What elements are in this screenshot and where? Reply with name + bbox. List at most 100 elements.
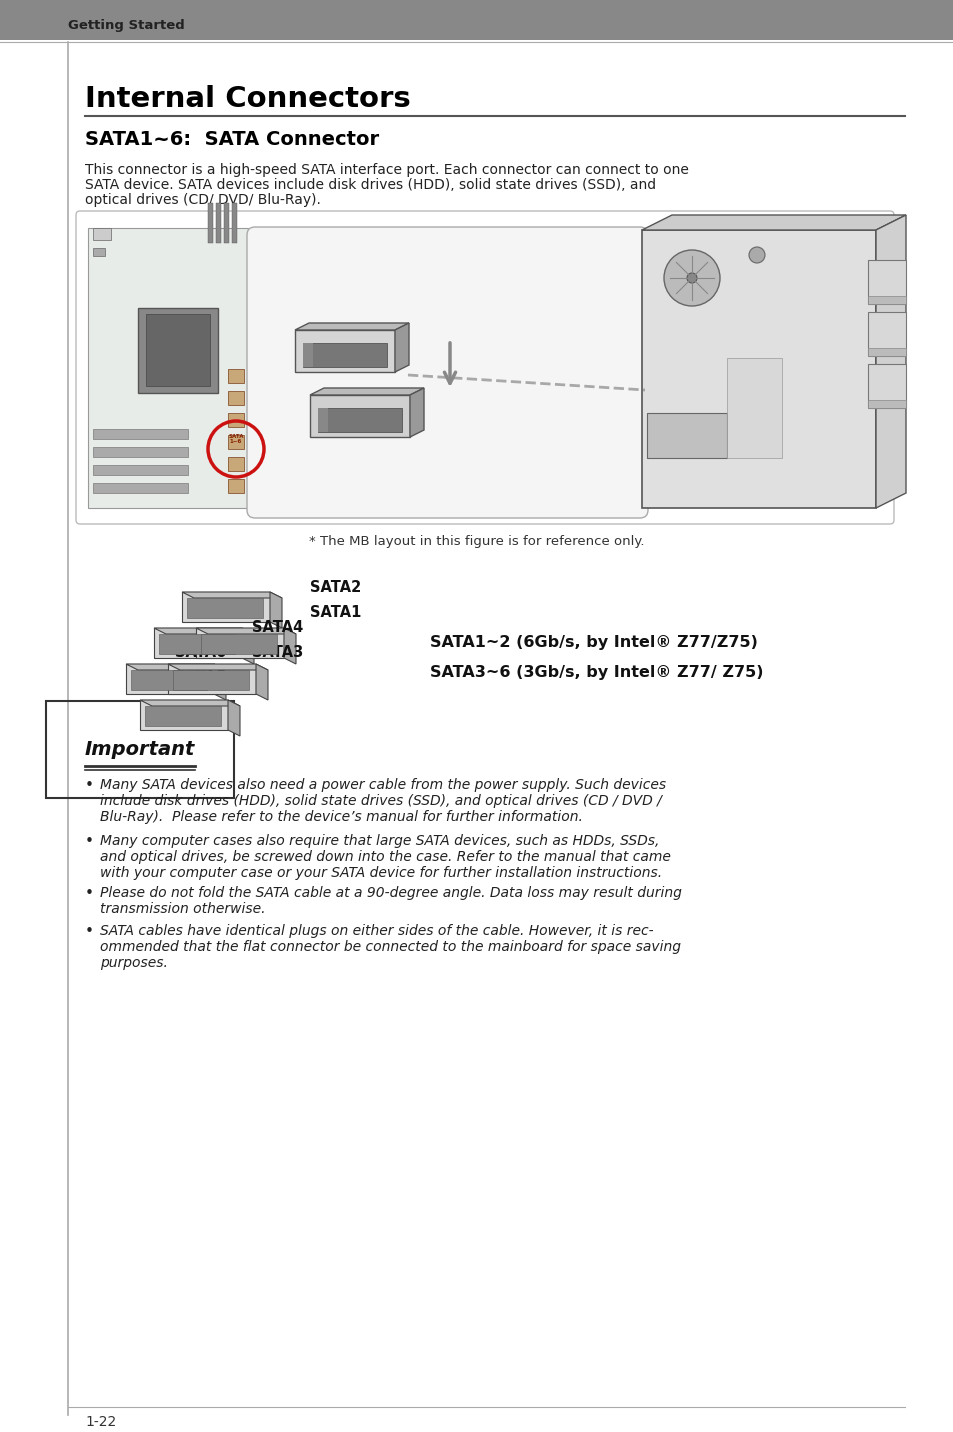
Text: •: •: [85, 886, 94, 901]
Text: •: •: [85, 924, 94, 939]
Bar: [228, 478, 244, 493]
Bar: [153, 629, 242, 657]
Polygon shape: [294, 324, 409, 329]
Circle shape: [686, 274, 697, 284]
Bar: [138, 308, 218, 392]
Text: with your computer case or your SATA device for further installation instruction: with your computer case or your SATA dev…: [100, 866, 661, 881]
Text: purposes.: purposes.: [100, 957, 168, 969]
Text: SATA3: SATA3: [252, 644, 303, 660]
Circle shape: [748, 246, 764, 263]
Bar: [126, 664, 213, 695]
Text: This connector is a high-speed SATA interface port. Each connector can connect t: This connector is a high-speed SATA inte…: [85, 163, 688, 178]
FancyBboxPatch shape: [76, 211, 893, 524]
Polygon shape: [153, 629, 253, 634]
Bar: [867, 261, 905, 304]
Bar: [146, 314, 210, 387]
Polygon shape: [168, 664, 268, 670]
Bar: [641, 231, 875, 508]
Polygon shape: [284, 629, 295, 664]
Text: SATA6: SATA6: [174, 644, 226, 660]
Text: Many SATA devices also need a power cable from the power supply. Such devices: Many SATA devices also need a power cabl…: [100, 778, 665, 792]
Text: •: •: [85, 833, 94, 849]
Polygon shape: [310, 388, 423, 395]
Text: include disk drives (HDD), solid state drives (SSD), and optical drives (CD / DV: include disk drives (HDD), solid state d…: [100, 793, 661, 808]
Bar: [215, 203, 221, 243]
Text: SATA2: SATA2: [310, 580, 361, 596]
Bar: [224, 203, 229, 243]
Text: SATA1: SATA1: [310, 604, 361, 620]
Bar: [208, 203, 213, 243]
Polygon shape: [195, 629, 295, 634]
Polygon shape: [182, 591, 282, 599]
Polygon shape: [242, 629, 253, 664]
Polygon shape: [228, 700, 240, 736]
Text: SATA3~6 (3Gb/s, by Intel® Z77/ Z75): SATA3~6 (3Gb/s, by Intel® Z77/ Z75): [430, 664, 762, 680]
Bar: [317, 408, 401, 432]
Polygon shape: [140, 700, 240, 706]
Bar: [172, 670, 249, 690]
Bar: [303, 344, 313, 367]
Bar: [867, 296, 905, 304]
Bar: [646, 412, 726, 458]
Bar: [88, 228, 248, 508]
Text: Please do not fold the SATA cable at a 90-degree angle. Data loss may result dur: Please do not fold the SATA cable at a 9…: [100, 886, 681, 899]
Text: SATA5: SATA5: [174, 670, 226, 684]
Text: ommended that the flat connector be connected to the mainboard for space saving: ommended that the flat connector be conn…: [100, 939, 680, 954]
Polygon shape: [641, 215, 905, 231]
Bar: [310, 395, 410, 437]
Text: Blu-Ray).  Please refer to the device’s manual for further information.: Blu-Ray). Please refer to the device’s m…: [100, 811, 582, 823]
Polygon shape: [270, 591, 282, 629]
Bar: [92, 447, 188, 457]
Bar: [867, 364, 905, 408]
Polygon shape: [410, 388, 423, 437]
Bar: [317, 408, 328, 432]
Bar: [228, 457, 244, 471]
Text: SATA4: SATA4: [252, 620, 303, 634]
Text: * The MB layout in this figure is for reference only.: * The MB layout in this figure is for re…: [309, 536, 644, 548]
Circle shape: [663, 251, 720, 306]
Bar: [867, 348, 905, 357]
Bar: [168, 664, 255, 695]
Bar: [182, 591, 270, 621]
Bar: [232, 203, 236, 243]
Bar: [92, 465, 188, 475]
Bar: [195, 629, 284, 657]
Text: SATA1~6:  SATA Connector: SATA1~6: SATA Connector: [85, 130, 378, 149]
Text: optical drives (CD/ DVD/ Blu-Ray).: optical drives (CD/ DVD/ Blu-Ray).: [85, 193, 320, 208]
Bar: [187, 599, 263, 619]
Text: SATA
1~6: SATA 1~6: [228, 434, 244, 444]
Bar: [92, 483, 188, 493]
Polygon shape: [255, 664, 268, 700]
Polygon shape: [213, 664, 226, 700]
Bar: [726, 358, 781, 458]
Bar: [131, 670, 207, 690]
Bar: [92, 228, 111, 241]
Bar: [294, 329, 395, 372]
Bar: [228, 435, 244, 450]
Bar: [140, 700, 228, 730]
Text: •: •: [85, 778, 94, 793]
Bar: [867, 312, 905, 357]
Polygon shape: [875, 215, 905, 508]
Text: 1-22: 1-22: [85, 1415, 116, 1429]
Bar: [159, 634, 234, 654]
Bar: [92, 430, 188, 440]
Bar: [303, 344, 387, 367]
FancyBboxPatch shape: [247, 228, 647, 518]
Text: Getting Started: Getting Started: [68, 19, 185, 32]
Text: Internal Connectors: Internal Connectors: [85, 84, 411, 113]
Polygon shape: [395, 324, 409, 372]
Text: SATA1~2 (6Gb/s, by Intel® Z77/Z75): SATA1~2 (6Gb/s, by Intel® Z77/Z75): [430, 634, 757, 650]
Text: and optical drives, be screwed down into the case. Refer to the manual that came: and optical drives, be screwed down into…: [100, 851, 670, 863]
Bar: [867, 400, 905, 408]
Text: SATA device. SATA devices include disk drives (HDD), solid state drives (SSD), a: SATA device. SATA devices include disk d…: [85, 178, 656, 192]
Bar: [228, 412, 244, 427]
Bar: [92, 248, 105, 256]
Bar: [201, 634, 276, 654]
Bar: [228, 391, 244, 405]
Text: transmission otherwise.: transmission otherwise.: [100, 902, 265, 916]
Bar: [145, 706, 221, 726]
Polygon shape: [126, 664, 226, 670]
Text: Many computer cases also require that large SATA devices, such as HDDs, SSDs,: Many computer cases also require that la…: [100, 833, 659, 848]
Bar: [228, 369, 244, 382]
